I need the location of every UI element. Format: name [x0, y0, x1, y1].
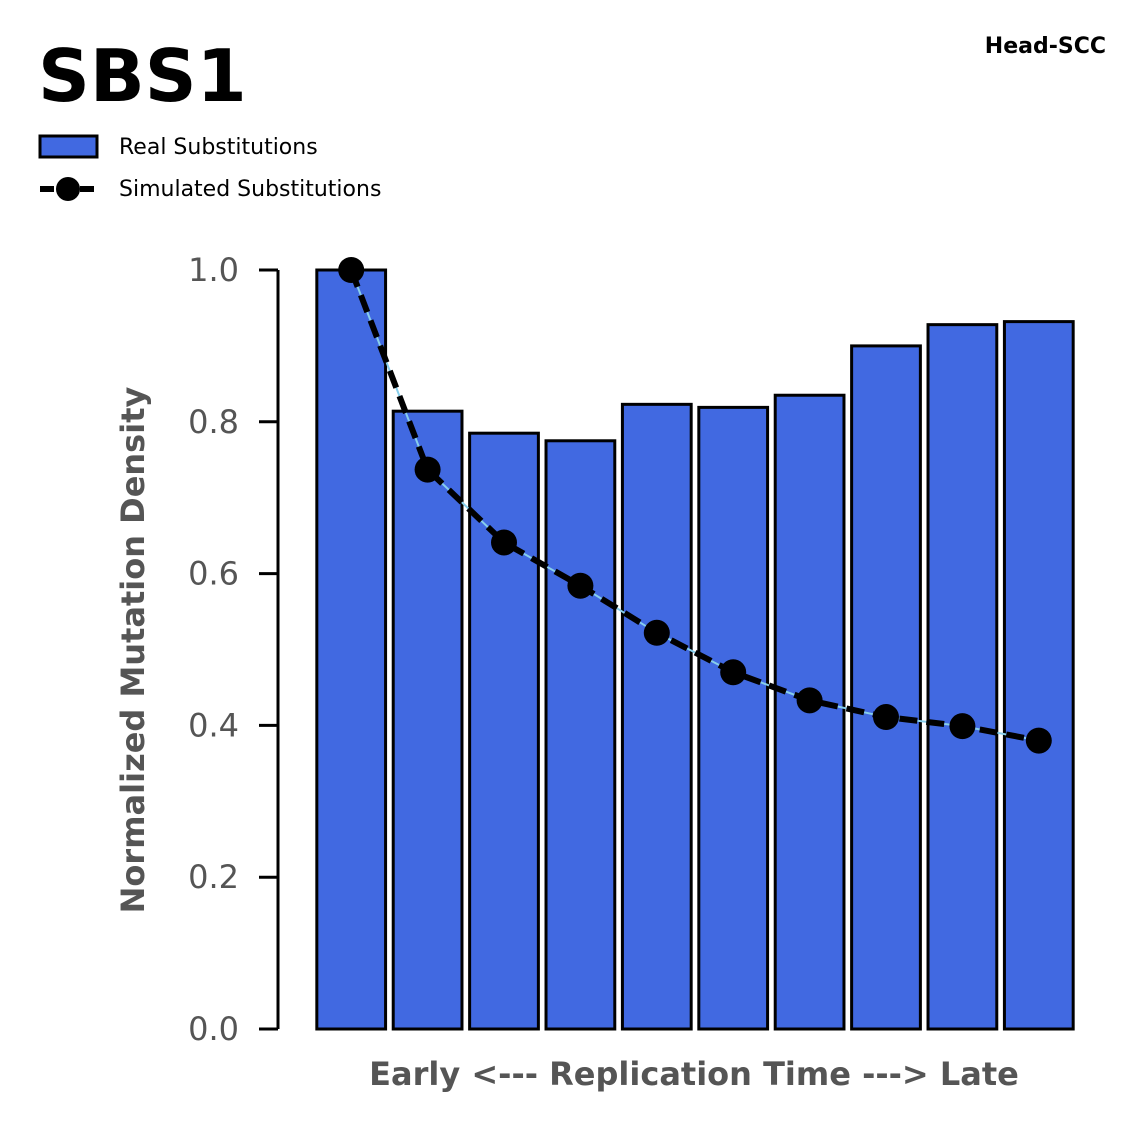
legend: Real Substitutions Simulated Substitutio… — [38, 134, 381, 202]
simulated-point-4 — [567, 572, 594, 599]
bar-real-1 — [315, 268, 388, 1031]
bar-real-3 — [468, 431, 540, 1031]
bar-real-8 — [850, 344, 922, 1031]
bar-real-9 — [926, 323, 999, 1031]
x-axis-label: Early <--- Replication Time ---> Late — [369, 1055, 1019, 1093]
bar-real-4 — [544, 439, 617, 1031]
bar-real-6 — [697, 405, 770, 1031]
bar-real-2 — [391, 409, 464, 1031]
y-tick-label: 0.2 — [188, 858, 239, 896]
legend-label-real: Real Substitutions — [119, 135, 318, 160]
bar-real-10 — [1002, 320, 1075, 1031]
y-tick-label: 0.6 — [188, 555, 239, 593]
bars-group — [315, 268, 1075, 1031]
simulated-point-10 — [1025, 727, 1052, 754]
plot-area: 0.0 0.2 0.4 0.6 0.8 1.0 — [188, 251, 1075, 1048]
simulated-line-group — [338, 257, 1052, 754]
y-tick-label: 0.0 — [188, 1010, 239, 1048]
chart-subtitle: Head-SCC — [985, 34, 1106, 59]
simulated-point-6 — [720, 659, 747, 686]
y-axis-label: Normalized Mutation Density — [114, 387, 152, 914]
simulated-point-5 — [643, 619, 670, 646]
simulated-point-3 — [491, 529, 517, 556]
y-tick-label: 0.4 — [188, 706, 239, 744]
chart-title: SBS1 — [38, 34, 247, 118]
y-tick-label: 1.0 — [188, 251, 239, 289]
legend-label-simulated: Simulated Substitutions — [119, 177, 381, 202]
legend-marker-swatch — [56, 177, 80, 201]
y-tick-label: 0.8 — [188, 403, 239, 441]
simulated-point-7 — [796, 687, 823, 714]
bar-real-5 — [620, 402, 693, 1031]
y-axis: 0.0 0.2 0.4 0.6 0.8 1.0 — [188, 251, 280, 1048]
simulated-inner-line — [350, 269, 1039, 742]
legend-bar-swatch — [38, 134, 99, 159]
simulated-point-2 — [414, 456, 441, 483]
simulated-point-8 — [873, 704, 899, 731]
simulated-point-9 — [949, 713, 976, 740]
simulated-point-1 — [338, 257, 365, 283]
